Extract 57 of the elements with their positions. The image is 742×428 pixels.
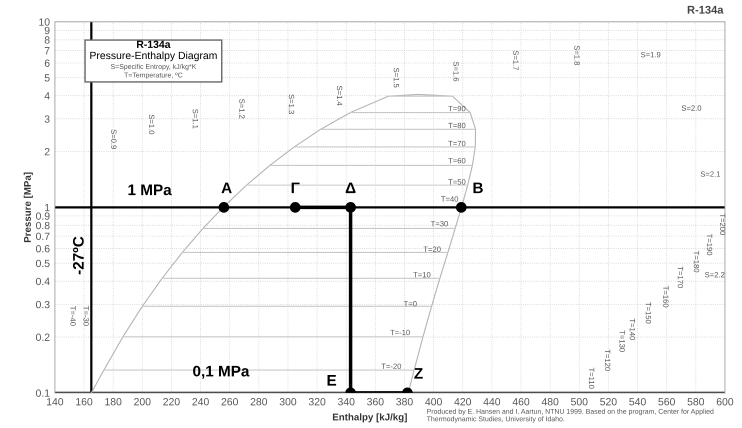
- x-tick-label: 200: [134, 398, 151, 406]
- text: R-134a: [137, 40, 171, 48]
- y-tick-label: 0.3: [36, 300, 50, 308]
- x-tick-label: 220: [163, 398, 180, 406]
- annotation: 0,1 MPa: [193, 366, 250, 379]
- x-tick-label: 340: [338, 398, 355, 406]
- x-axis-title: Enthalpy [kJ/kg]: [332, 413, 407, 422]
- annotation: A: [222, 182, 232, 194]
- y-tick-label: 8: [44, 36, 50, 44]
- y-tick-label: 0.7: [36, 232, 50, 240]
- x-tick-label: 540: [629, 398, 646, 406]
- y-tick-label: 0.5: [36, 260, 50, 268]
- x-tick-label: 480: [542, 398, 558, 406]
- annotation: B: [473, 182, 483, 194]
- y-tick-label: 0.4: [36, 278, 50, 286]
- x-tick-label: 360: [367, 398, 384, 406]
- text: R-134a: [688, 6, 724, 14]
- y-tick-label: 2: [44, 148, 50, 156]
- x-tick-label: 600: [716, 398, 734, 406]
- y-tick-label: 7: [44, 47, 50, 54]
- annotation: Δ: [346, 182, 356, 194]
- annotation: E: [328, 375, 336, 386]
- y-tick-label: 0.8: [36, 222, 50, 230]
- x-tick-label: 180: [105, 398, 122, 406]
- y-tick-label: 6: [44, 59, 50, 67]
- annotation: Z: [414, 368, 423, 379]
- annotation: -27ºC: [72, 236, 84, 274]
- x-tick-label: 500: [571, 398, 588, 406]
- annotation: 1 MPa: [128, 184, 172, 196]
- x-tick-label: 400: [425, 398, 442, 406]
- x-tick-label: 260: [222, 398, 238, 406]
- x-tick-label: 140: [47, 398, 64, 406]
- x-tick-label: 520: [600, 398, 617, 406]
- y-axis-title: Pressure [MPa]: [24, 172, 33, 242]
- x-tick-label: 300: [280, 398, 296, 406]
- y-tick-label: 10: [39, 18, 50, 26]
- x-tick-label: 440: [483, 398, 500, 406]
- y-tick-label: 1: [45, 204, 50, 212]
- y-tick-label: 0.6: [36, 245, 50, 252]
- y-tick-label: 0.2: [36, 334, 50, 341]
- y-tick-label: 0.9: [36, 212, 50, 220]
- x-tick-label: 240: [192, 398, 209, 406]
- y-tick-label: 3: [44, 115, 50, 123]
- annotation: Γ: [292, 182, 300, 194]
- x-tick-label: 460: [512, 398, 530, 406]
- y-tick-label: 4: [44, 92, 50, 100]
- x-tick-label: 380: [396, 398, 413, 406]
- y-tick-label: 9: [44, 26, 50, 34]
- x-tick-label: 160: [76, 398, 92, 406]
- x-tick-label: 560: [658, 398, 675, 406]
- y-tick-label: 0.1: [36, 389, 50, 397]
- x-tick-label: 320: [308, 398, 326, 406]
- x-tick-label: 280: [250, 398, 268, 406]
- text: Pressure-Enthalpy Diagram: [90, 51, 217, 62]
- x-tick-label: 580: [688, 398, 704, 406]
- y-tick-label: 5: [44, 74, 50, 82]
- x-tick-label: 420: [454, 398, 472, 406]
